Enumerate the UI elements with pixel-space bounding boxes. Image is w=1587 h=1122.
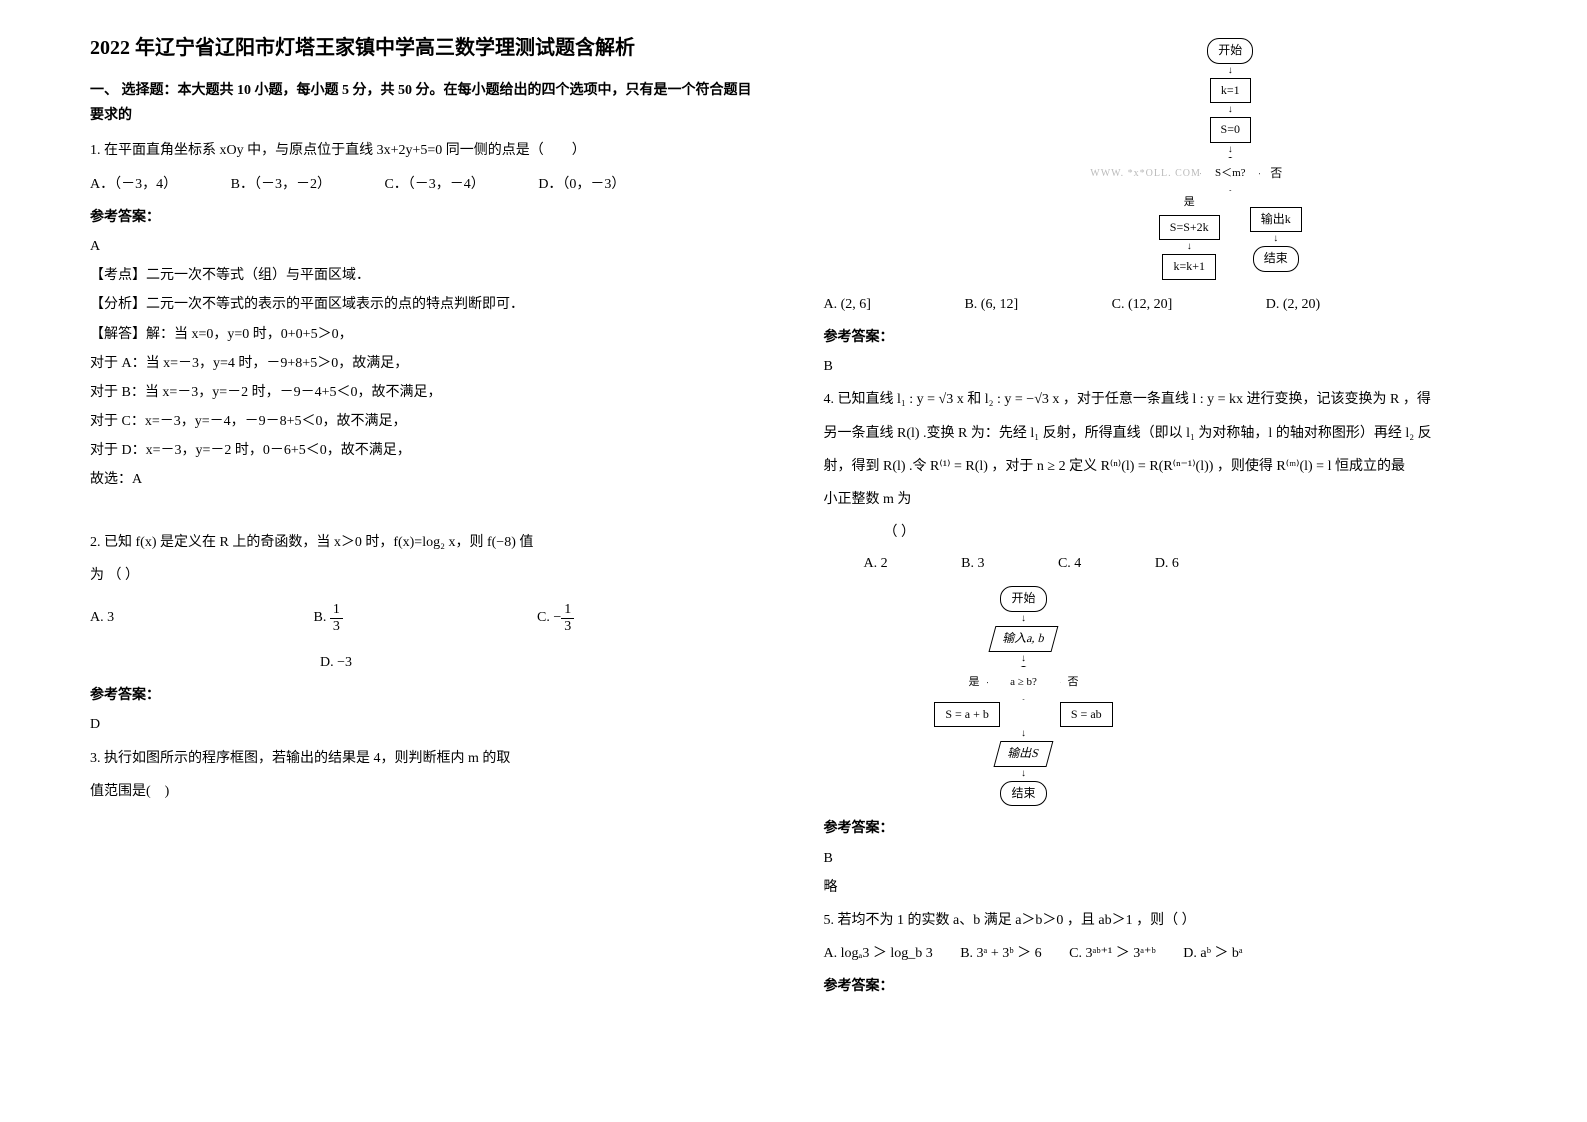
flow2-right: S = ab (1060, 702, 1113, 728)
q1-jieda2: 对于 B：当 x=－3，y=－2 时，－9－4+5＜0，故不满足， (90, 380, 764, 405)
q3-opt-c: C. (12, 20] (1112, 292, 1173, 317)
fraction-icon: 13 (330, 602, 343, 634)
flow2-out: 输出S (994, 741, 1054, 767)
q4-opt-a: A. 2 (864, 551, 888, 576)
q4-answer: B (824, 846, 1498, 871)
flow-end: 结束 (1253, 246, 1299, 272)
q4-opt-c: C. 4 (1058, 551, 1081, 576)
flow-no: 否 (1270, 163, 1282, 185)
q3-answer: B (824, 354, 1498, 379)
q3-options: A. (2, 6] B. (6, 12] C. (12, 20] D. (2, … (824, 292, 1498, 317)
arrow-down-icon: ↓ (1021, 769, 1026, 779)
flow2-cond: a ≥ b? (987, 666, 1061, 700)
q1-fenxi: 【分析】二元一次不等式的表示的平面区域表示的点的特点判断即可． (90, 292, 764, 317)
q2-opt-b: B. 13 (314, 602, 534, 634)
flow-start: 开始 (1207, 38, 1253, 64)
q2-answer: D (90, 712, 764, 737)
arrow-down-icon: ↓ (1021, 614, 1026, 624)
arrow-down-icon: ↓ (1187, 242, 1192, 252)
q5-opt-b: B. 3ᵃ + 3ᵇ ＞ 6 (960, 941, 1041, 966)
q2-opt-b-pre: B. (314, 610, 330, 625)
q5-opt-a: A. logₐ3 ＞ log_b 3 (824, 941, 933, 966)
q4-line2: 另一条直线 R(l) .变换 R 为：先经 l₁ 反射，所得直线（即以 l₁ 为… (824, 421, 1498, 446)
q2-stem-a: 2. 已知 f(x) 是定义在 R 上的奇函数，当 x＞0 时，f(x)=log… (90, 530, 764, 555)
q4-opt-b: B. 3 (961, 551, 984, 576)
q3-stem2: 值范围是( ) (90, 779, 764, 804)
left-column: 2022 年辽宁省辽阳市灯塔王家镇中学高三数学理测试题含解析 一、 选择题：本大… (60, 30, 794, 1092)
q4-brief: 略 (824, 875, 1498, 900)
arrow-down-icon: ↓ (1228, 66, 1233, 76)
q1-jieda0: 【解答】解：当 x=0，y=0 时，0+0+5＞0， (90, 322, 764, 347)
q1-options: A．（－3，4） B．（－3，－2） C．（－3，－4） D．（0，－3） (90, 172, 764, 197)
flow-cond: S＜m? (1200, 157, 1260, 191)
q3-flowchart: 开始 ↓ k=1 ↓ S=0 ↓ S＜m? 否 WWW. *x*OLL. COM… (964, 38, 1498, 280)
flow-s0: S=0 (1210, 117, 1251, 143)
q1-opt-d: D．（0，－3） (538, 172, 625, 197)
q3-opt-b: B. (6, 12] (964, 292, 1018, 317)
watermark: WWW. *x*OLL. COM (1090, 165, 1201, 183)
q3-opt-d: D. (2, 20) (1266, 297, 1320, 312)
q1-stem: 1. 在平面直角坐标系 xOy 中，与原点位于直线 3x+2y+5=0 同一侧的… (90, 138, 764, 163)
fraction-icon: 13 (561, 602, 574, 634)
q1-jieda4: 对于 D：x=－3，y=－2 时，0－6+5＜0，故不满足， (90, 438, 764, 463)
right-column: 开始 ↓ k=1 ↓ S=0 ↓ S＜m? 否 WWW. *x*OLL. COM… (794, 30, 1528, 1092)
q1-opt-c: C．（－3，－4） (384, 172, 484, 197)
q1-jieda1: 对于 A：当 x=－3，y=4 时，－9+8+5＞0，故满足， (90, 351, 764, 376)
q5-options: A. logₐ3 ＞ log_b 3 B. 3ᵃ + 3ᵇ ＞ 6 C. 3ᵃᵇ… (824, 941, 1498, 966)
flow-yes: 是 (1184, 193, 1195, 213)
q1-opt-b: B．（－3，－2） (231, 172, 331, 197)
flow-inc: k=k+1 (1162, 254, 1216, 280)
q4-answer-label: 参考答案： (824, 816, 1498, 841)
q1-kaodian: 【考点】二元一次不等式（组）与平面区域． (90, 263, 764, 288)
q5-stem: 5. 若均不为 1 的实数 a、b 满足 a＞b＞0 ，且 ab＞1 ，则（ ） (824, 908, 1498, 933)
arrow-down-icon: ↓ (1228, 105, 1233, 115)
q2-stem-b: 为 （ ） (90, 563, 764, 588)
q4-line4: 小正整数 m 为 (824, 487, 1498, 512)
q2-answer-label: 参考答案： (90, 683, 764, 708)
q4-line1: 4. 已知直线 l₁ : y = √3 x 和 l₂ : y = −√3 x ，… (824, 387, 1498, 412)
q4-flowchart: 开始 ↓ 输入a, b ↓ a ≥ b? 是 否 S = a + b S = a… (884, 586, 1164, 806)
arrow-down-icon: ↓ (1021, 729, 1026, 739)
flow-k1: k=1 (1210, 78, 1251, 104)
flow2-left: S = a + b (934, 702, 1000, 728)
section-heading: 一、 选择题：本大题共 10 小题，每小题 5 分，共 50 分。在每小题给出的… (90, 78, 764, 128)
q3-answer-label: 参考答案： (824, 325, 1498, 350)
arrow-down-icon: ↓ (1228, 145, 1233, 155)
arrow-down-icon: ↓ (1273, 234, 1278, 244)
q5-opt-d: D. aᵇ ＞ bᵃ (1183, 941, 1243, 966)
q1-opt-a: A．（－3，4） (90, 172, 177, 197)
q4-paren: （ ） (884, 520, 1498, 545)
arrow-down-icon: ↓ (1021, 654, 1026, 664)
q2-options: A. 3 B. 13 C. −13 (90, 602, 764, 634)
q2-opt-d: D. −3 (320, 650, 764, 675)
q5-answer-label: 参考答案： (824, 974, 1498, 999)
q2-opt-c-pre: C. (537, 610, 553, 625)
q5-opt-c: C. 3ᵃᵇ⁺¹ ＞ 3ᵃ⁺ᵇ (1069, 941, 1156, 966)
flow2-end: 结束 (1000, 781, 1046, 807)
q1-answer-label: 参考答案： (90, 205, 764, 230)
q2-opt-c: C. −13 (537, 602, 574, 634)
q4-options: A. 2 B. 3 C. 4 D. 6 (864, 551, 1498, 576)
flow-loop: S=S+2k (1159, 215, 1220, 241)
flow2-start: 开始 (1000, 586, 1046, 612)
flow2-no: 否 (1068, 673, 1079, 693)
q1-answer: A (90, 234, 764, 259)
flow-out: 输出k (1250, 207, 1302, 233)
q3-stem1: 3. 执行如图所示的程序框图，若输出的结果是 4，则判断框内 m 的取 (90, 746, 764, 771)
q4-line3: 射，得到 R(l) .令 R⁽¹⁾ = R(l) ，对于 n ≥ 2 定义 R⁽… (824, 454, 1498, 479)
q1-jieda3: 对于 C：x=－3，y=－4，－9－8+5＜0，故不满足， (90, 409, 764, 434)
q3-opt-a: A. (2, 6] (824, 292, 871, 317)
page-title: 2022 年辽宁省辽阳市灯塔王家镇中学高三数学理测试题含解析 (90, 30, 764, 66)
flow2-input: 输入a, b (988, 626, 1058, 652)
q1-jieda5: 故选：A (90, 467, 764, 492)
q4-opt-d: D. 6 (1155, 556, 1179, 571)
flow2-yes: 是 (969, 673, 980, 693)
q2-opt-a: A. 3 (90, 605, 310, 630)
